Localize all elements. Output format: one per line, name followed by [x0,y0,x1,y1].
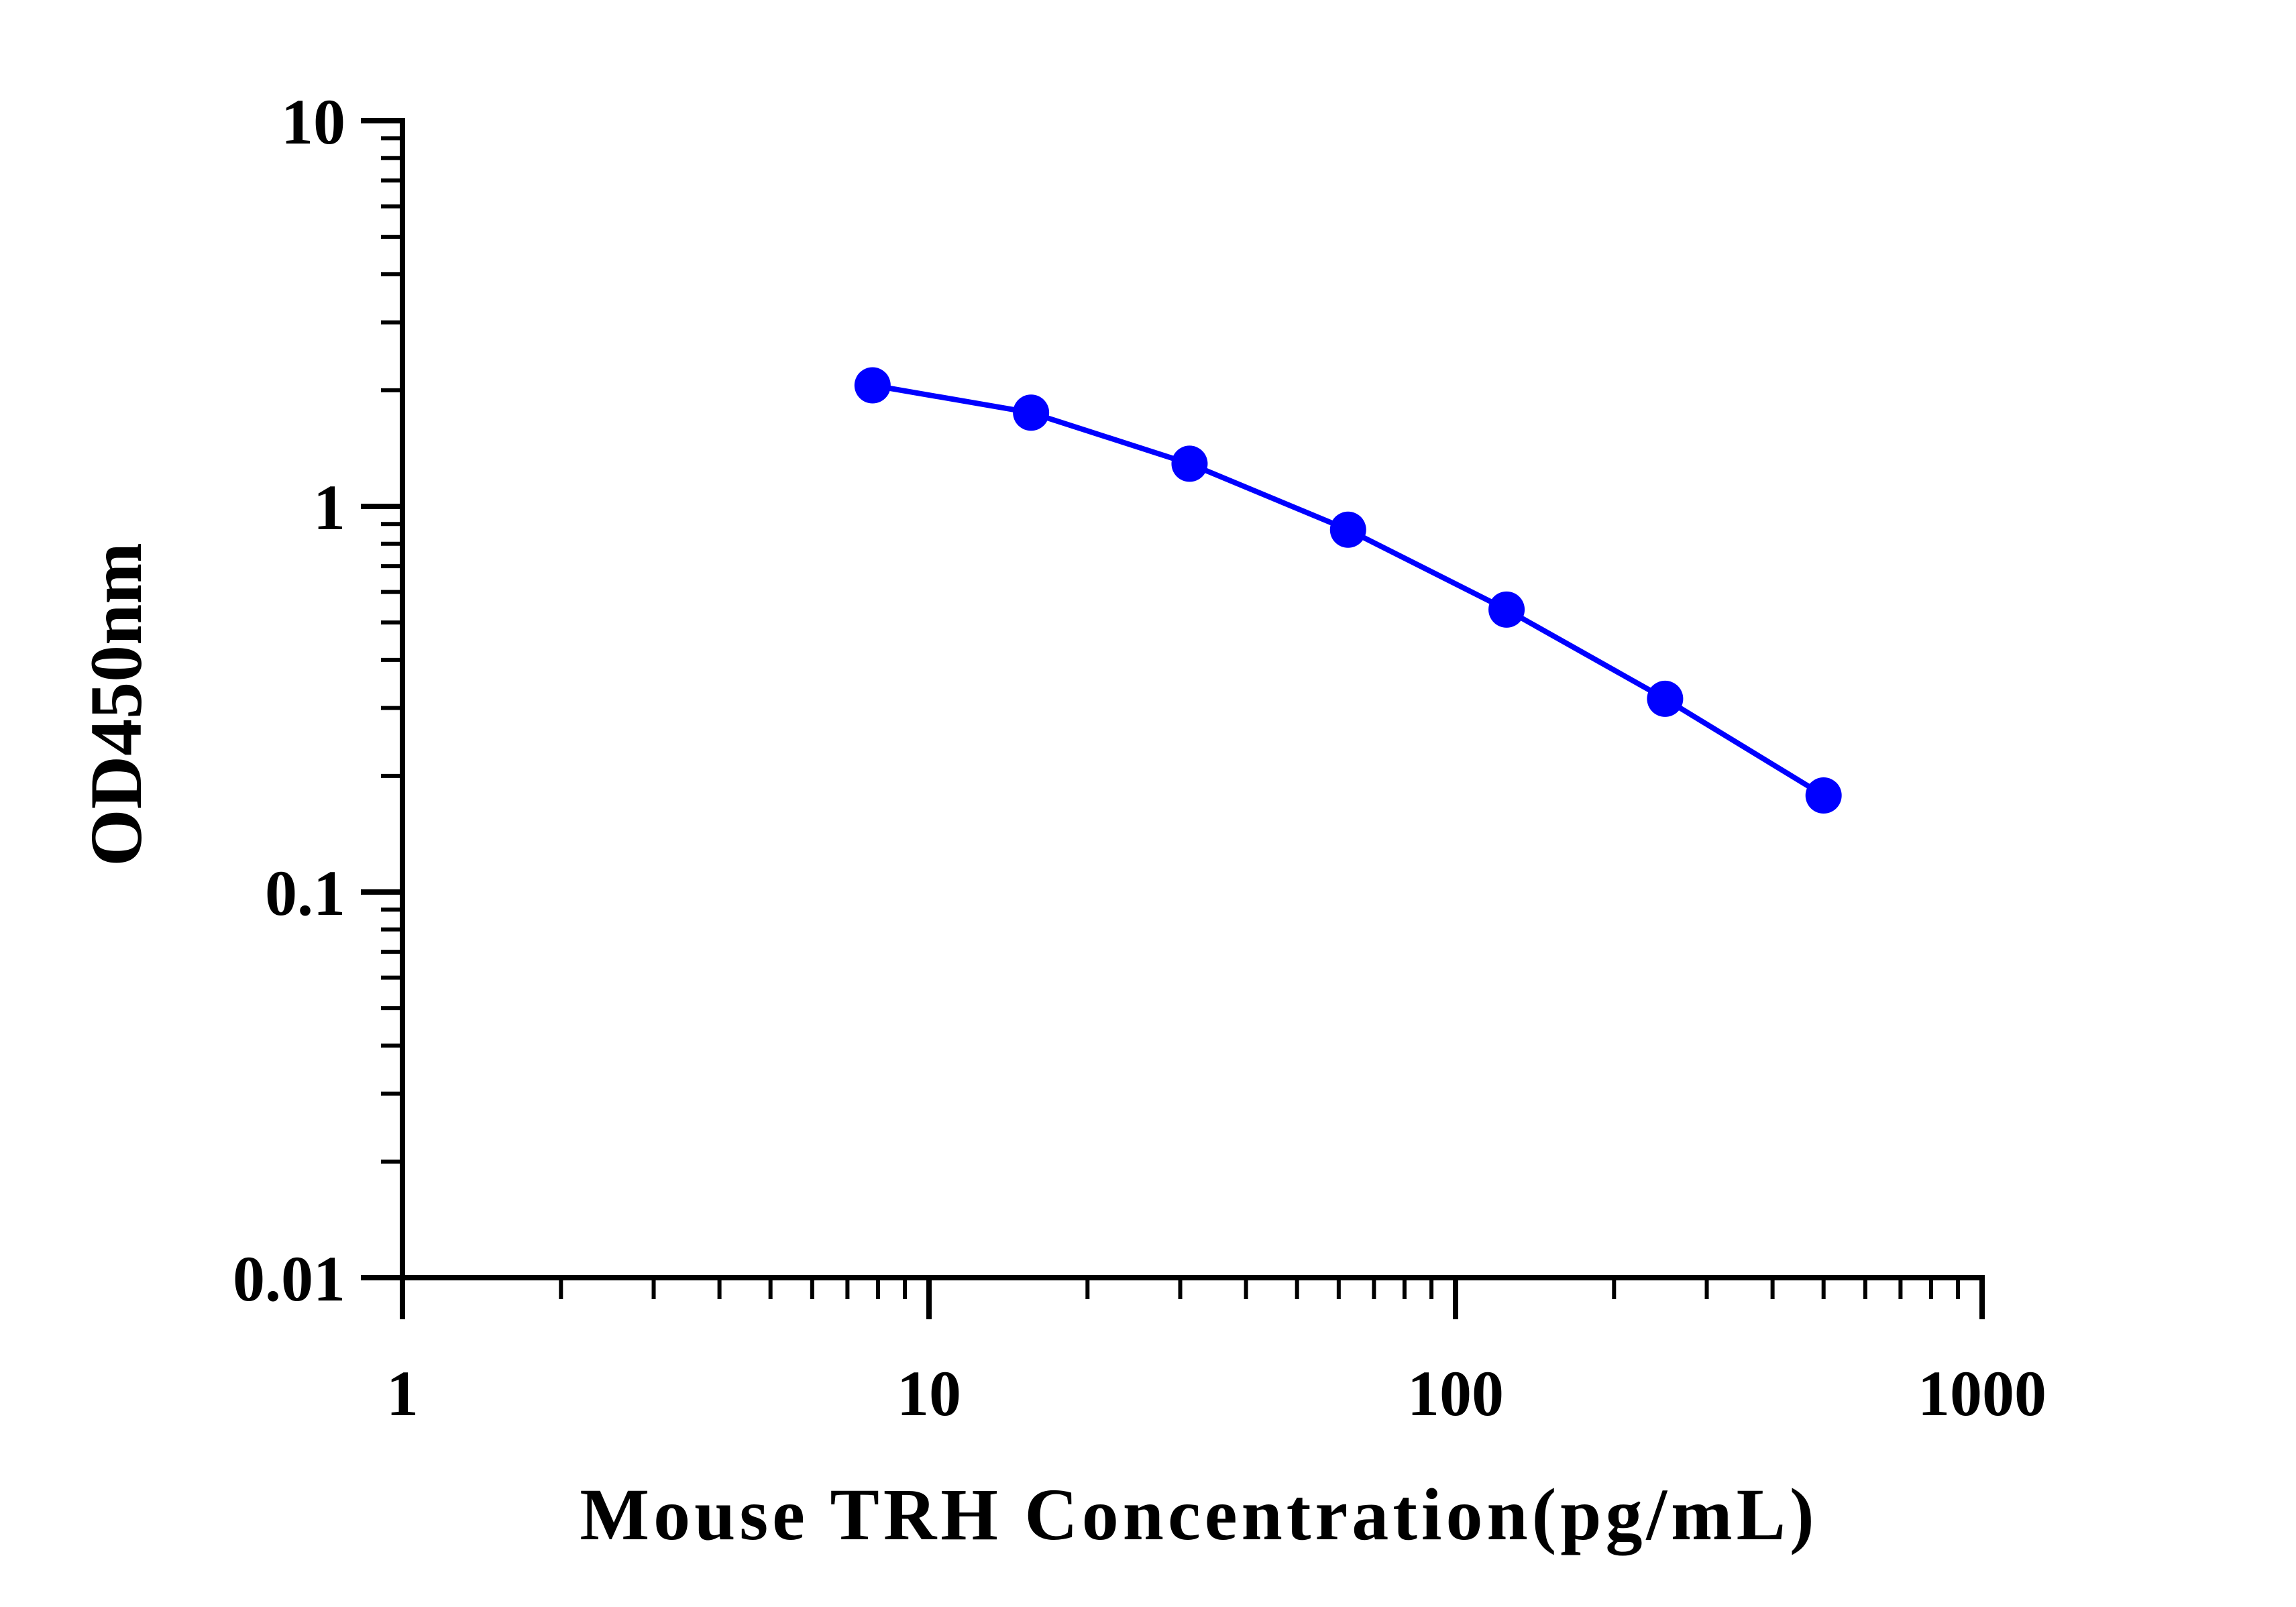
data-point [1013,394,1050,431]
series-line [872,382,1825,798]
axes: 1 10 100 1000 0.01 0.1 1 10 [233,86,2046,1429]
x-tick-label: 10 [897,1357,961,1429]
data-point [1647,680,1684,717]
data-point [854,367,891,404]
y-tick-label: 0.1 [265,857,345,929]
data-point [1171,445,1208,482]
x-tick-label: 1 [386,1357,419,1429]
y-tick-label: 10 [281,86,345,158]
data-point [1329,511,1366,548]
series-layer [854,367,1842,814]
x-axis-title: Mouse TRH Concentration(pg/mL) [580,1474,1818,1555]
x-tick-label: 1000 [1918,1357,2046,1429]
y-tick-label: 1 [313,472,345,543]
x-tick-label: 100 [1407,1357,1504,1429]
y-tick-label: 0.01 [233,1243,345,1315]
y-axis-title: OD450nm [75,543,157,867]
data-point [1488,591,1525,628]
data-point [1805,777,1842,814]
